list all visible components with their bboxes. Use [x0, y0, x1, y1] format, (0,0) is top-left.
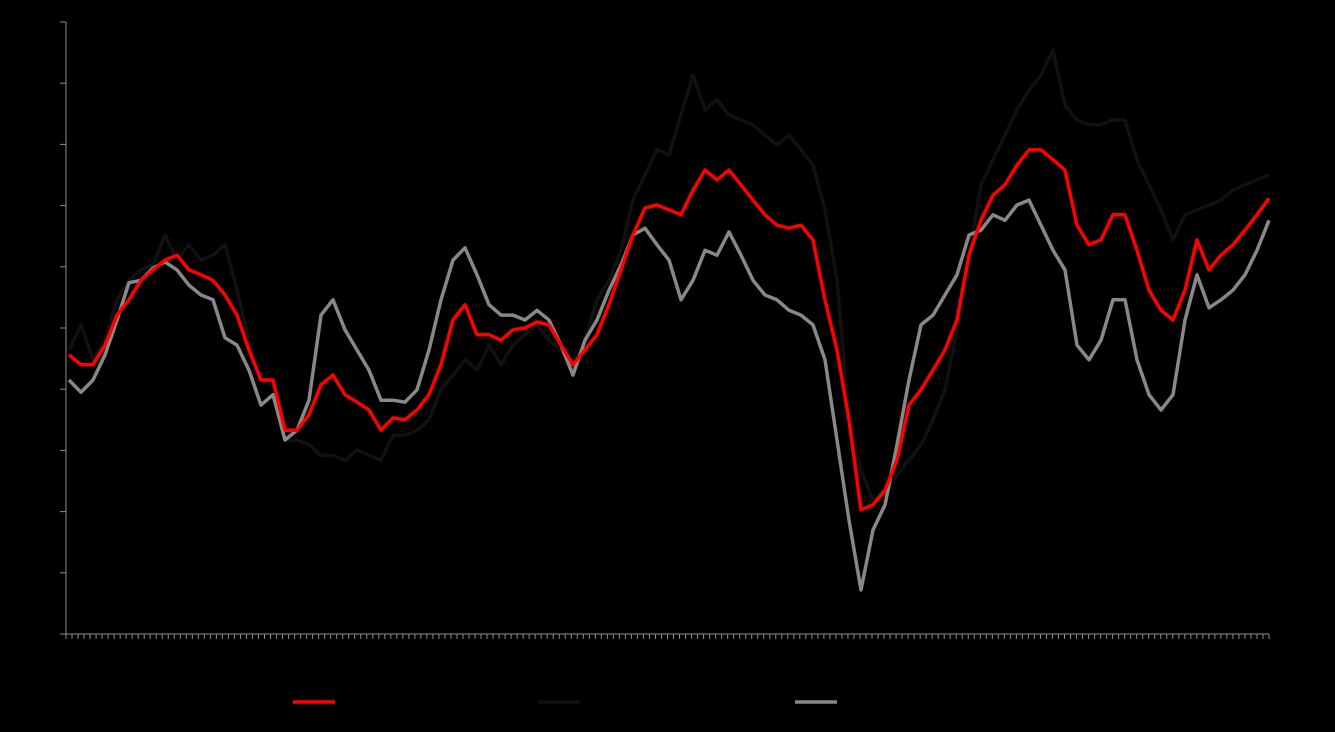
line-series — [67, 148, 1271, 512]
line-series — [67, 198, 1271, 592]
line-series — [67, 48, 1270, 502]
